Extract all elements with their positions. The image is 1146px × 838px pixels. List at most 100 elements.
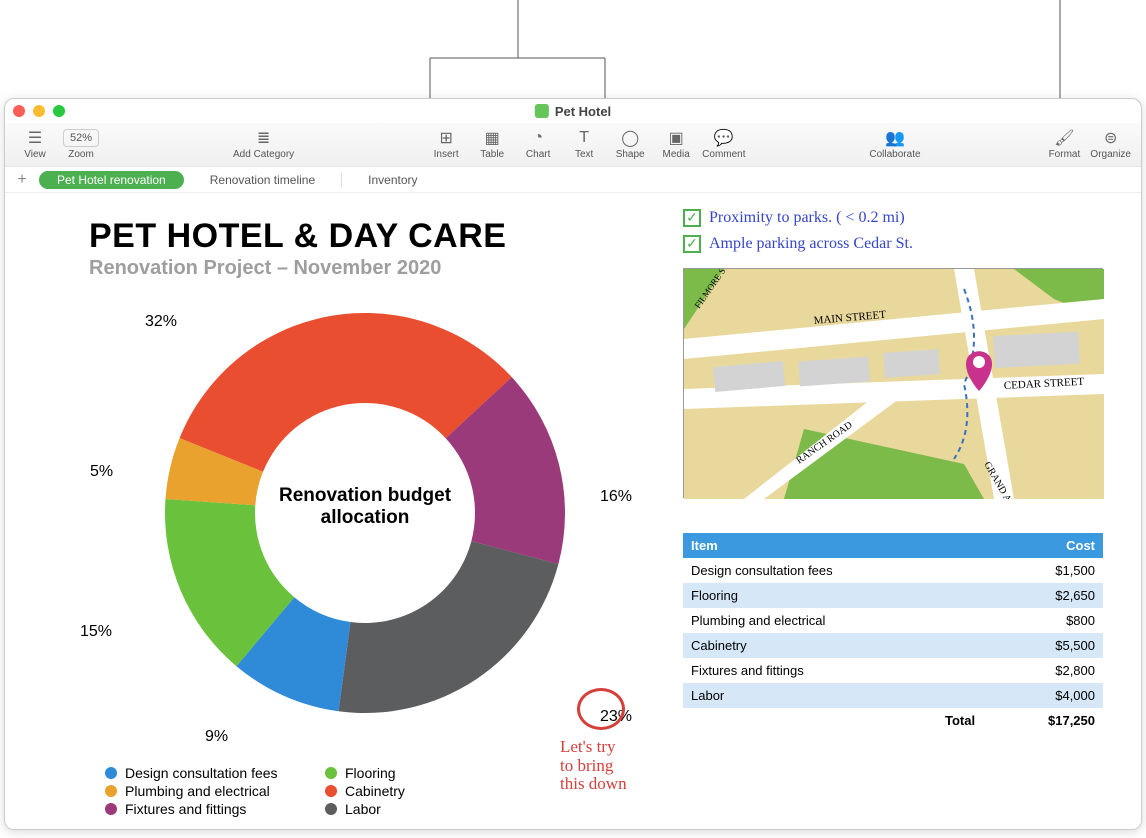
cost-item[interactable]: Plumbing and electrical [683,608,983,633]
donut-chart[interactable]: Renovation budget allocation 32% 16% 23%… [65,293,665,743]
cost-item[interactable]: Flooring [683,583,983,608]
organize-button[interactable]: ⊜ Organize [1090,129,1131,160]
zoom-control[interactable]: 52% Zoom [61,129,101,160]
cost-item[interactable]: Cabinetry [683,633,983,658]
cost-value[interactable]: $1,500 [983,558,1103,583]
map-image[interactable]: FILMORE ST. MAIN STREET CEDAR STREET RAN… [683,268,1103,498]
page-title: PET HOTEL & DAY CARE [89,217,506,256]
toolbar: ☰ View 52% Zoom ≣ Add Category ⊞ Insert … [5,123,1141,167]
insert-button[interactable]: ⊞ Insert [426,129,466,160]
chart-legend: Design consultation fees Flooring Plumbi… [105,765,535,817]
cost-item[interactable]: Fixtures and fittings [683,658,983,683]
sheet-tab-2[interactable]: Renovation timeline [192,171,333,189]
note-line-1: ✓ Proximity to parks. ( < 0.2 mi) [683,209,905,227]
cost-value[interactable]: $800 [983,608,1103,633]
close-window-button[interactable] [13,105,25,117]
annotation-circle [577,688,625,730]
legend-label: Cabinetry [345,783,405,799]
add-category-button[interactable]: ≣ Add Category [233,129,294,160]
table-row[interactable]: Fixtures and fittings$2,800 [683,658,1103,683]
cost-item[interactable]: Labor [683,683,983,708]
cost-value[interactable]: $5,500 [983,633,1103,658]
add-sheet-button[interactable]: + [13,171,31,189]
pct-32: 32% [145,313,177,331]
annotation-line-3: this down [560,775,627,794]
organize-icon: ⊜ [1104,129,1117,147]
cost-header-cost[interactable]: Cost [983,533,1103,558]
collaborate-icon: 👥 [885,129,905,147]
collaborate-button[interactable]: 👥 Collaborate [869,129,920,160]
sheet-tab-active[interactable]: Pet Hotel renovation [39,171,184,189]
note-text-2: Ample parking across Cedar St. [709,235,913,253]
table-row[interactable]: Labor$4,000 [683,683,1103,708]
view-icon: ☰ [28,129,42,147]
legend-item: Fixtures and fittings [105,801,315,817]
sheet-tabs: + Pet Hotel renovation Renovation timeli… [5,167,1141,193]
chart-icon: ◔ [533,129,543,147]
comment-button[interactable]: 💬 Comment [702,129,745,160]
table-row[interactable]: Flooring$2,650 [683,583,1103,608]
donut-center-label: Renovation budget allocation [240,485,490,529]
legend-item: Flooring [325,765,535,781]
legend-item: Labor [325,801,535,817]
table-button[interactable]: ▦ Table [472,129,512,160]
view-label: View [24,149,46,160]
annotation-line-1: Let's try [560,738,627,757]
annotation-text: Let's try to bring this down [560,738,627,794]
legend-label: Flooring [345,765,396,781]
note-line-2: ✓ Ample parking across Cedar St. [683,235,913,253]
table-row[interactable]: Design consultation fees$1,500 [683,558,1103,583]
cost-table[interactable]: Item Cost Design consultation fees$1,500… [683,533,1103,733]
table-icon: ▦ [485,129,500,147]
cost-value[interactable]: $2,650 [983,583,1103,608]
sheet-tab-3[interactable]: Inventory [350,171,435,189]
swatch-icon [325,803,337,815]
cost-value[interactable]: $4,000 [983,683,1103,708]
document-title: Pet Hotel [535,104,611,119]
format-button[interactable]: 🖌 Format [1044,129,1084,160]
minimize-window-button[interactable] [33,105,45,117]
collaborate-label: Collaborate [869,149,920,160]
swatch-icon [105,803,117,815]
swatch-icon [325,785,337,797]
note-text-1: Proximity to parks. ( < 0.2 mi) [709,209,905,227]
cost-total-label: Total [683,708,983,733]
pct-15: 15% [80,623,112,641]
swatch-icon [325,767,337,779]
cost-value[interactable]: $2,800 [983,658,1103,683]
document-icon [535,104,549,118]
shape-button[interactable]: ◯ Shape [610,129,650,160]
table-label: Table [480,149,504,160]
zoom-value[interactable]: 52% [63,129,99,147]
document-title-text: Pet Hotel [555,104,611,119]
maximize-window-button[interactable] [53,105,65,117]
plus-box-icon: ⊞ [439,129,452,147]
comment-label: Comment [702,149,745,160]
view-button[interactable]: ☰ View [15,129,55,160]
chart-button[interactable]: ◔ Chart [518,129,558,160]
insert-label: Insert [434,149,459,160]
checkbox-icon: ✓ [683,209,701,227]
media-icon: ▣ [669,129,684,147]
pct-5: 5% [90,463,113,481]
cost-item[interactable]: Design consultation fees [683,558,983,583]
table-row[interactable]: Plumbing and electrical$800 [683,608,1103,633]
canvas[interactable]: PET HOTEL & DAY CARE Renovation Project … [5,193,1141,829]
table-row[interactable]: Cabinetry$5,500 [683,633,1103,658]
legend-label: Plumbing and electrical [125,783,270,799]
list-icon: ≣ [257,129,270,147]
media-label: Media [663,149,690,160]
legend-item: Design consultation fees [105,765,315,781]
media-button[interactable]: ▣ Media [656,129,696,160]
legend-label: Labor [345,801,381,817]
text-button[interactable]: T Text [564,129,604,160]
cost-header-item[interactable]: Item [683,533,983,558]
text-label: Text [575,149,593,160]
organize-label: Organize [1090,149,1131,160]
format-icon: 🖌 [1054,129,1074,147]
cost-total-value: $17,250 [983,708,1103,733]
legend-item: Plumbing and electrical [105,783,315,799]
checkbox-icon: ✓ [683,235,701,253]
tab-separator [341,173,342,187]
app-window: Pet Hotel ☰ View 52% Zoom ≣ Add Category… [4,98,1142,830]
